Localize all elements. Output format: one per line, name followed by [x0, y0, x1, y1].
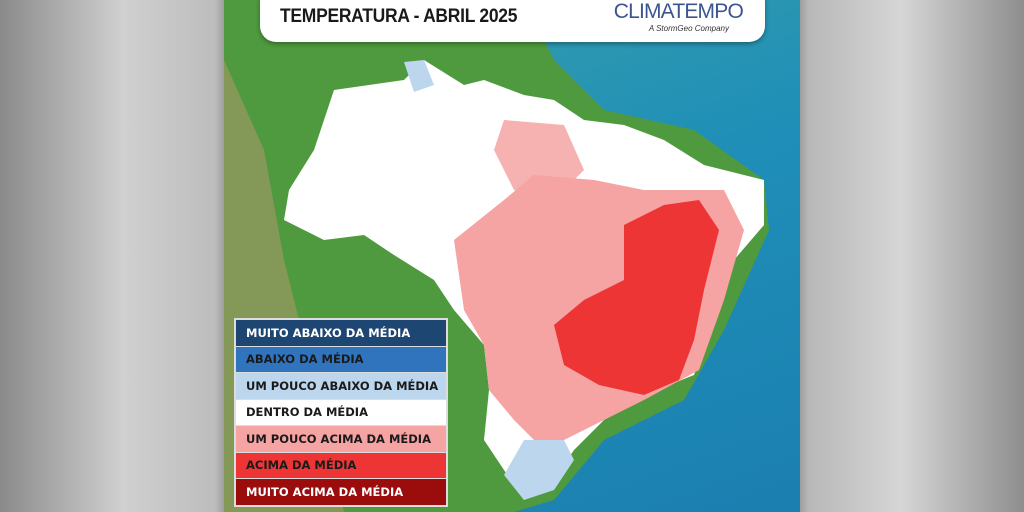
legend-item-muito-abaixo: MUITO ABAIXO DA MÉDIA	[236, 320, 446, 346]
legend-item-dentro: DENTRO DA MÉDIA	[236, 399, 446, 425]
legend-item-um-pouco-acima: UM POUCO ACIMA DA MÉDIA	[236, 426, 446, 452]
header-banner: TEMPERATURA - ABRIL 2025 CLIMATEMPO A St…	[260, 0, 765, 42]
legend-item-acima: ACIMA DA MÉDIA	[236, 452, 446, 478]
legend: MUITO ABAIXO DA MÉDIA ABAIXO DA MÉDIA UM…	[234, 318, 448, 507]
brazil-above	[554, 200, 719, 395]
legend-item-um-pouco-abaixo: UM POUCO ABAIXO DA MÉDIA	[236, 373, 446, 399]
legend-item-muito-acima: MUITO ACIMA DA MÉDIA	[236, 479, 446, 505]
map-title: TEMPERATURA - ABRIL 2025	[280, 6, 518, 27]
north-slightly-above	[494, 120, 584, 200]
legend-item-abaixo: ABAIXO DA MÉDIA	[236, 346, 446, 372]
north-slightly-below	[404, 60, 434, 92]
logo-tagline: A StormGeo Company	[648, 24, 729, 33]
climatempo-logo: CLIMATEMPO	[613, 0, 744, 23]
south-slightly-below	[504, 440, 574, 500]
map-panel: TEMPERATURA - ABRIL 2025 CLIMATEMPO A St…	[224, 0, 800, 512]
